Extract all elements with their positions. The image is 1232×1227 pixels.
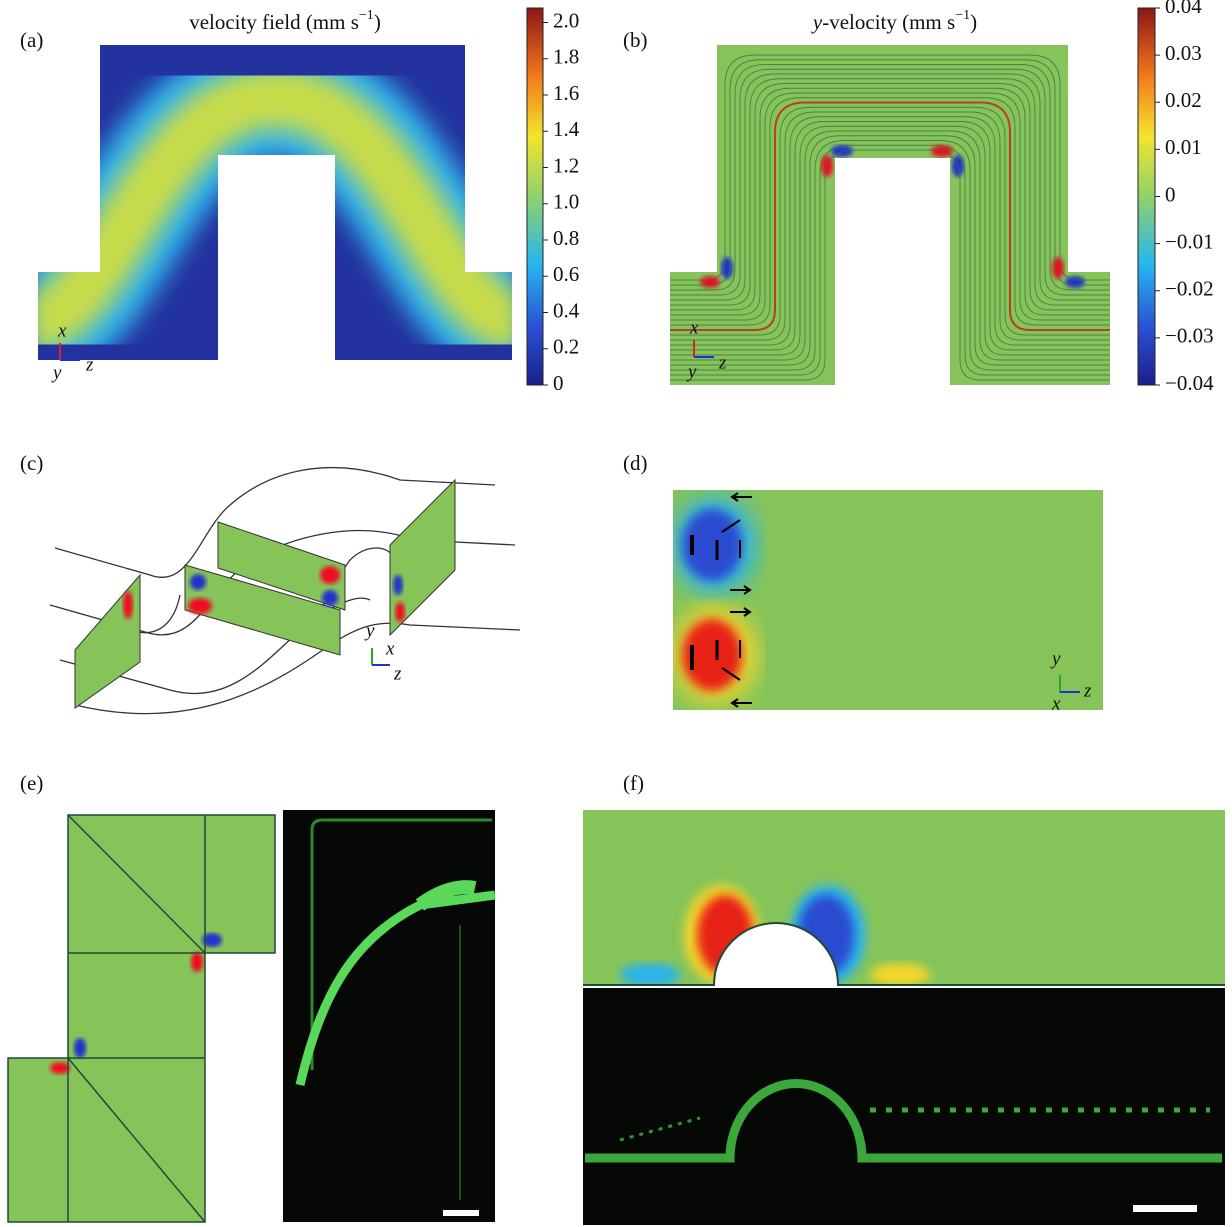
axis-label: z [85, 354, 94, 375]
panel-title: y-velocity (mm s−1) [811, 8, 977, 34]
title-text: velocity field (mm s [189, 10, 359, 34]
micrograph [283, 810, 495, 1222]
tick-label: −0.04 [1165, 371, 1214, 395]
scale-bar [443, 1210, 479, 1216]
panel-f: (f) [583, 771, 1225, 1225]
tick-label: 0.02 [1165, 88, 1202, 112]
panel-label: (e) [20, 771, 43, 795]
panel-d: (d) y z x [623, 451, 1103, 715]
axis-label: y [1050, 648, 1061, 669]
axis-label: x [689, 317, 699, 338]
panel-label: (a) [20, 28, 43, 52]
tick-label: 1.4 [553, 117, 580, 141]
tick-label: 1.8 [553, 45, 579, 69]
axis-label: z [1083, 680, 1092, 701]
panel-title: velocity field (mm s−1) [189, 8, 381, 34]
axis-triad: y x z [364, 620, 402, 684]
tick-label: 1.0 [553, 190, 579, 214]
tick-label: 0.8 [553, 226, 579, 250]
tick-label: 0.6 [553, 262, 579, 286]
figure: (a) velocity field (mm s−1) x y z (b) y-… [0, 0, 1232, 1227]
tick-label: 0.03 [1165, 41, 1202, 65]
colorbar-ticks: −0.04 −0.03 −0.02 −0.01 0 0.01 0.02 0.03 0.04 [1155, 0, 1214, 395]
colorbar [1138, 8, 1155, 385]
velocity-map [30, 40, 520, 370]
panel-e: (e) [0, 771, 495, 1227]
axis-label: x [57, 320, 67, 341]
cross-section-map [673, 490, 1103, 710]
panel-a: (a) velocity field (mm s−1) x y z [20, 8, 543, 385]
tick-label: −0.02 [1165, 277, 1214, 301]
tick-label: −0.03 [1165, 324, 1214, 348]
tick-label: 0 [553, 371, 564, 395]
panel-label: (d) [623, 451, 648, 475]
tick-label: 0.04 [1165, 0, 1202, 18]
panel-c: (c) y x z [20, 451, 520, 714]
panel-label: (c) [20, 451, 43, 475]
tick-label: 0.01 [1165, 135, 1202, 159]
simulation-map [583, 810, 1225, 987]
tick-label: 1.2 [553, 153, 579, 177]
axis-label: y [364, 620, 375, 641]
colorbar-ticks: 0 0.2 0.4 0.6 0.8 1.0 1.2 1.4 1.6 1.8 2.0 [543, 8, 580, 395]
tick-label: 1.6 [553, 81, 579, 105]
page: {"panels": { "a": {"label": "(a)", "titl… [0, 0, 1232, 1227]
y-velocity-map [660, 40, 1120, 390]
title-superscript: −1 [359, 8, 374, 23]
title-text: y [811, 10, 823, 34]
axis-label: x [1051, 693, 1061, 714]
axis-label: z [718, 352, 727, 373]
axis-label: y [686, 361, 697, 382]
axis-label: x [385, 638, 395, 659]
simulation-map [0, 810, 280, 1227]
title-superscript: −1 [955, 8, 970, 23]
scale-bar [1133, 1205, 1197, 1212]
colorbar [527, 8, 543, 385]
panel-b: (b) y-velocity (mm s−1) x y z [623, 8, 1155, 390]
micrograph [583, 988, 1225, 1225]
tick-label: 0 [1165, 182, 1176, 206]
tick-label: −0.01 [1165, 229, 1214, 253]
title-text: ) [970, 10, 977, 34]
panel-label: (f) [623, 771, 644, 795]
panel-label: (b) [623, 28, 648, 52]
title-text: -velocity (mm s [822, 10, 955, 34]
tick-label: 0.2 [553, 335, 579, 359]
axis-label: y [51, 362, 62, 383]
tick-label: 0.4 [553, 298, 580, 322]
tick-label: 2.0 [553, 8, 579, 32]
title-text: ) [374, 10, 381, 34]
axis-label: z [393, 663, 402, 684]
